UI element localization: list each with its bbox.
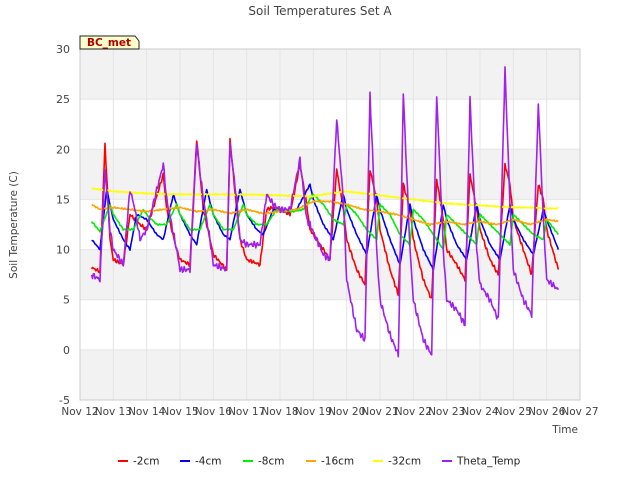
legend: -2cm -4cm -8cm -16cm -32cm Theta_Temp: [118, 456, 521, 468]
chart-title: Soil Temperatures Set A: [248, 4, 392, 18]
x-tick-label: Nov 12: [61, 406, 98, 418]
y-tick-label: 25: [56, 93, 70, 106]
y-tick-label: 20: [56, 143, 70, 156]
x-tick-label: Nov 25: [495, 406, 532, 418]
x-tick-label: Nov 24: [461, 406, 499, 418]
x-tick-label: Nov 14: [128, 406, 166, 418]
y-tick-label: 10: [56, 244, 70, 257]
x-axis-label: Time: [551, 424, 578, 436]
y-tick-label: 15: [56, 193, 70, 206]
plot-band: [80, 49, 580, 100]
series-line-32cm: [91, 187, 559, 210]
plot-frame: [79, 48, 581, 401]
y-tick-label: -5: [59, 394, 70, 407]
series-layer: [90, 66, 560, 358]
legend-label: -2cm: [133, 456, 159, 468]
station-badge: BC_met: [79, 35, 140, 50]
x-tick-label: Nov 20: [328, 406, 365, 418]
y-tick-label: 5: [63, 294, 70, 307]
y-axis-ticks: -5 0 5 10 15 20 25 30: [56, 43, 70, 407]
y-axis-label: Soil Temperature (C): [8, 171, 20, 279]
y-tick-label: 30: [56, 43, 70, 56]
series-line-16cm: [91, 199, 559, 227]
series-line-8cm: [90, 193, 559, 251]
x-tick-label: Nov 23: [428, 406, 465, 418]
legend-label: -8cm: [258, 456, 284, 468]
legend-label: -4cm: [195, 456, 221, 468]
series-line-thetatemp: [90, 66, 560, 358]
x-tick-label: Nov 17: [228, 406, 265, 418]
plot-band: [80, 349, 580, 400]
x-tick-label: Nov 13: [95, 406, 132, 418]
x-tick-label: Nov 22: [395, 406, 432, 418]
legend-label: -32cm: [388, 456, 421, 468]
gridlines: [79, 48, 581, 401]
legend-label: -16cm: [321, 456, 354, 468]
y-tick-label: 0: [63, 344, 70, 357]
x-tick-label: Nov 19: [295, 406, 332, 418]
x-tick-label: Nov 27: [561, 406, 598, 418]
station-badge-label: BC_met: [87, 37, 131, 49]
x-tick-label: Nov 16: [195, 406, 233, 418]
legend-label: Theta_Temp: [456, 456, 521, 468]
x-tick-label: Nov 26: [528, 406, 566, 418]
x-tick-label: Nov 21: [361, 406, 398, 418]
x-tick-label: Nov 15: [161, 406, 198, 418]
x-tick-label: Nov 18: [261, 406, 298, 418]
